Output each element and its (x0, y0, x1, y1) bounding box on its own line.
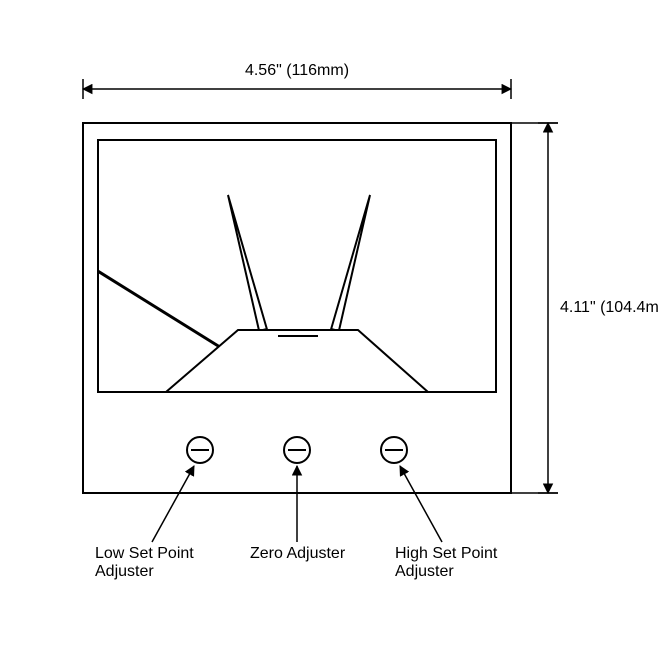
width-dimension: 4.56" (116mm) (83, 62, 511, 99)
high-setpoint-needle (331, 195, 370, 331)
zero-adjuster (284, 437, 310, 463)
high-adjuster-label-2: Adjuster (395, 563, 454, 580)
high-adjuster-label: High Set Point (395, 545, 498, 562)
zero-adjuster-label: Zero Adjuster (250, 545, 346, 562)
low-adjuster-callout-arrow (152, 466, 194, 542)
low-adjuster-label: Low Set Point (95, 545, 194, 562)
high-adjuster-callout-arrow (400, 466, 442, 542)
meter-diagram: 4.56" (116mm) 4.11" (104.4mm) Low Set Po… (0, 0, 658, 658)
low-setpoint-adjuster (187, 437, 213, 463)
height-dimension-label: 4.11" (104.4mm) (560, 299, 658, 316)
low-adjuster-label-2: Adjuster (95, 563, 154, 580)
width-dimension-label: 4.56" (116mm) (245, 62, 349, 79)
high-setpoint-adjuster (381, 437, 407, 463)
low-setpoint-needle (228, 195, 267, 331)
height-dimension: 4.11" (104.4mm) (511, 123, 658, 493)
